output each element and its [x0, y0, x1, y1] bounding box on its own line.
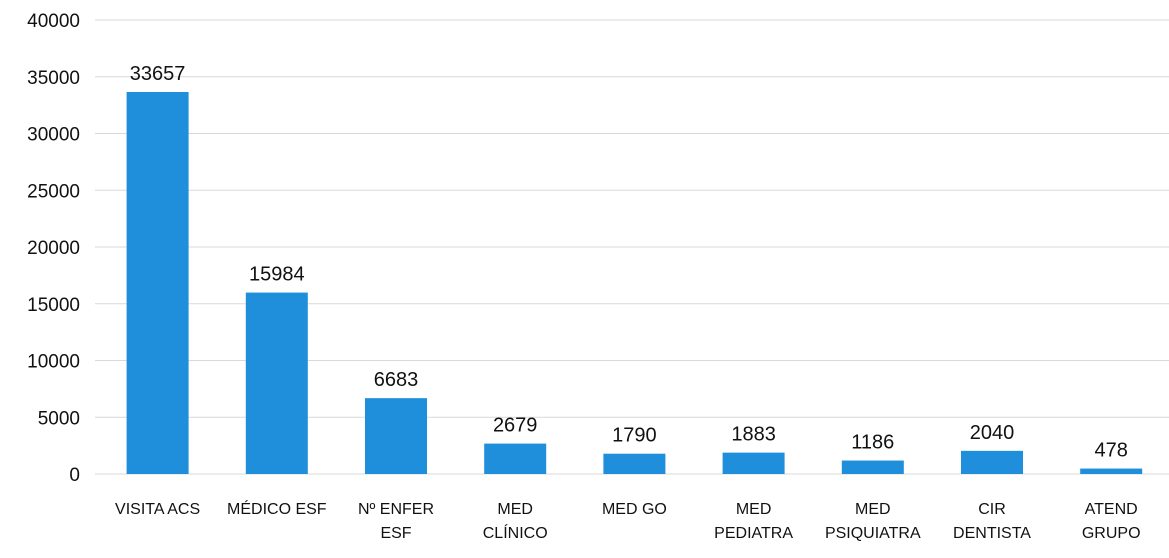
data-label: 2679 — [493, 415, 538, 437]
x-category-label: MED CLÍNICO — [483, 501, 548, 542]
data-label: 33657 — [130, 63, 186, 85]
bar-n-enfer-esf — [365, 398, 427, 474]
data-label: 6683 — [374, 369, 419, 391]
x-category-label: ATEND GRUPO — [1082, 501, 1141, 542]
data-label: 1883 — [731, 424, 776, 446]
bar-med-pediatra — [722, 452, 785, 474]
x-category-label: MED GO — [602, 501, 667, 518]
x-category-label: VISITA ACS — [115, 501, 200, 518]
bar-visita-acs — [126, 91, 189, 475]
x-category-label: MED PSIQUIATRA — [825, 501, 921, 542]
data-label: 1186 — [851, 432, 894, 454]
bar-cir-dentista — [961, 450, 1023, 474]
bar-atend-grupo — [1080, 468, 1143, 474]
data-label: 2040 — [970, 422, 1015, 444]
x-axis-categories: VISITA ACS MÉDICO ESF Nº ENFER ESF MED CLÍNIC… — [115, 499, 1140, 542]
y-tick-label: 40000 — [27, 11, 80, 32]
x-category-label: Nº ENFER ESF — [358, 501, 434, 542]
y-axis-ticks: 0 5000 10000 15000 20000 25000 30000 35000 40000 — [27, 11, 80, 486]
y-tick-label: 20000 — [27, 238, 80, 259]
bar-med-cl-nico — [484, 443, 547, 474]
bar-m-dico-esf — [245, 292, 308, 474]
y-tick-label: 0 — [69, 465, 80, 486]
bars — [126, 91, 1143, 475]
y-tick-label: 30000 — [27, 125, 80, 146]
bar-med-psiquiatra — [841, 460, 904, 474]
x-category-label: MÉDICO ESF — [227, 499, 327, 518]
y-tick-label: 15000 — [27, 295, 80, 316]
data-label: 1790 — [612, 425, 657, 447]
x-category-label: MED PEDIATRA — [714, 501, 793, 542]
data-label: 15984 — [249, 264, 305, 286]
data-label: 478 — [1095, 440, 1128, 462]
bar-med-go — [603, 453, 666, 474]
data-labels: 33657 15984 6683 2679 1790 1883 1186 2040 478 — [130, 63, 1128, 462]
y-tick-label: 5000 — [38, 408, 80, 429]
y-tick-label: 25000 — [27, 181, 80, 202]
y-tick-label: 10000 — [27, 352, 80, 373]
x-category-label: CIR DENTISTA — [953, 501, 1031, 542]
y-tick-label: 35000 — [27, 68, 80, 89]
